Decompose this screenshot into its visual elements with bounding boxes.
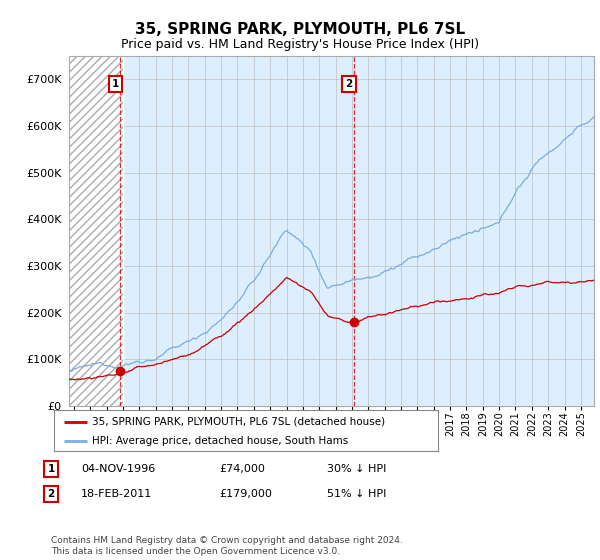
Text: 30% ↓ HPI: 30% ↓ HPI (327, 464, 386, 474)
Text: 04-NOV-1996: 04-NOV-1996 (81, 464, 155, 474)
Text: 1: 1 (112, 79, 119, 89)
Text: Contains HM Land Registry data © Crown copyright and database right 2024.
This d: Contains HM Land Registry data © Crown c… (51, 536, 403, 556)
Text: £74,000: £74,000 (219, 464, 265, 474)
Text: 1: 1 (47, 464, 55, 474)
Text: 35, SPRING PARK, PLYMOUTH, PL6 7SL (detached house): 35, SPRING PARK, PLYMOUTH, PL6 7SL (deta… (92, 417, 386, 427)
Text: HPI: Average price, detached house, South Hams: HPI: Average price, detached house, Sout… (92, 436, 349, 446)
Bar (69, 56, 123, 406)
Text: 2: 2 (346, 79, 353, 89)
Text: Price paid vs. HM Land Registry's House Price Index (HPI): Price paid vs. HM Land Registry's House … (121, 38, 479, 50)
Text: 35, SPRING PARK, PLYMOUTH, PL6 7SL: 35, SPRING PARK, PLYMOUTH, PL6 7SL (135, 22, 465, 38)
Text: 2: 2 (47, 489, 55, 499)
Text: £179,000: £179,000 (219, 489, 272, 499)
Text: 51% ↓ HPI: 51% ↓ HPI (327, 489, 386, 499)
Text: 18-FEB-2011: 18-FEB-2011 (81, 489, 152, 499)
Bar (69, 56, 123, 406)
